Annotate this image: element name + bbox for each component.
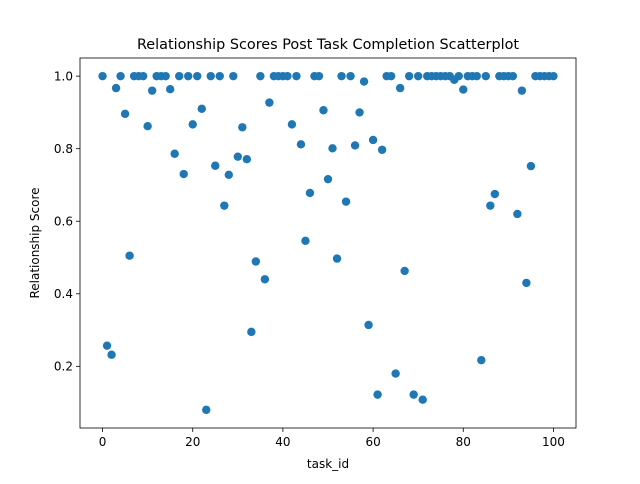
y-tick-label: 0.4 bbox=[54, 287, 73, 301]
data-point bbox=[418, 395, 427, 404]
data-point bbox=[206, 71, 215, 81]
data-point bbox=[373, 390, 382, 399]
data-point bbox=[215, 71, 224, 81]
data-point bbox=[413, 71, 423, 81]
data-point bbox=[138, 71, 148, 81]
data-point bbox=[238, 123, 247, 132]
data-point bbox=[472, 71, 481, 81]
data-point bbox=[147, 86, 157, 95]
data-point bbox=[364, 320, 373, 330]
data-point bbox=[292, 71, 301, 81]
data-point bbox=[332, 254, 342, 263]
data-point bbox=[526, 161, 536, 171]
data-point bbox=[301, 236, 310, 246]
data-point bbox=[211, 161, 220, 170]
y-tick-label: 0.8 bbox=[54, 142, 73, 156]
data-point bbox=[400, 266, 409, 276]
plot-frame bbox=[79, 57, 577, 429]
data-point bbox=[391, 369, 400, 378]
data-point bbox=[508, 71, 518, 81]
data-point bbox=[359, 77, 369, 86]
data-point bbox=[287, 120, 297, 129]
data-point bbox=[102, 341, 112, 350]
data-point bbox=[386, 71, 396, 81]
data-point bbox=[377, 145, 387, 154]
data-point bbox=[256, 71, 265, 81]
data-point bbox=[197, 104, 206, 113]
data-point bbox=[283, 71, 292, 81]
data-point bbox=[179, 169, 188, 179]
x-tick-label: 0 bbox=[99, 435, 107, 449]
data-point bbox=[125, 251, 134, 260]
data-point bbox=[355, 108, 364, 117]
data-point bbox=[517, 86, 527, 95]
data-point bbox=[143, 122, 152, 131]
data-point bbox=[111, 83, 121, 93]
data-point bbox=[314, 71, 324, 81]
data-point bbox=[247, 327, 256, 337]
y-axis-ticks: 0.2 0.4 0.6 0.8 1.0 bbox=[54, 69, 80, 374]
data-point bbox=[368, 135, 378, 145]
x-tick-label: 60 bbox=[365, 435, 380, 449]
data-point bbox=[242, 155, 252, 164]
x-tick-label: 100 bbox=[542, 435, 565, 449]
x-tick-label: 80 bbox=[456, 435, 471, 449]
data-point bbox=[305, 188, 315, 198]
data-point bbox=[229, 71, 238, 81]
x-axis-ticks: 0 20 40 60 80 100 bbox=[99, 428, 565, 449]
data-point bbox=[220, 201, 229, 210]
data-point bbox=[188, 120, 197, 129]
data-point bbox=[233, 152, 243, 161]
data-point bbox=[323, 174, 333, 184]
x-tick-label: 40 bbox=[275, 435, 290, 449]
data-point bbox=[522, 278, 531, 288]
x-axis-label: task_id bbox=[307, 457, 349, 471]
data-point bbox=[116, 71, 125, 81]
data-point bbox=[337, 71, 346, 81]
data-point bbox=[251, 257, 261, 266]
data-point bbox=[454, 71, 463, 81]
data-point bbox=[193, 71, 202, 81]
data-point bbox=[459, 85, 468, 94]
data-point bbox=[549, 71, 558, 81]
data-point bbox=[404, 71, 414, 81]
data-point bbox=[165, 85, 175, 94]
data-point bbox=[328, 144, 337, 153]
data-point bbox=[202, 405, 211, 415]
points-layer bbox=[98, 71, 558, 415]
data-point bbox=[486, 201, 495, 210]
chart-title: Relationship Scores Post Task Completion… bbox=[137, 37, 519, 53]
data-point bbox=[107, 350, 116, 359]
data-point bbox=[477, 355, 486, 365]
y-tick-label: 0.2 bbox=[54, 360, 73, 374]
data-point bbox=[120, 109, 130, 119]
data-point bbox=[513, 209, 522, 219]
data-point bbox=[395, 83, 405, 93]
x-tick-label: 20 bbox=[185, 435, 200, 449]
data-point bbox=[319, 106, 328, 115]
data-point bbox=[260, 275, 270, 284]
data-point bbox=[296, 140, 306, 149]
data-point bbox=[350, 141, 360, 150]
data-point bbox=[265, 98, 274, 107]
data-point bbox=[481, 71, 491, 81]
data-point bbox=[490, 189, 500, 199]
data-point bbox=[224, 170, 233, 179]
y-tick-label: 1.0 bbox=[54, 69, 73, 83]
data-point bbox=[175, 71, 184, 81]
data-point bbox=[161, 71, 170, 81]
data-point bbox=[98, 71, 107, 81]
y-tick-label: 0.6 bbox=[54, 215, 73, 229]
data-point bbox=[341, 197, 351, 206]
y-axis-label: Relationship Score bbox=[28, 187, 42, 298]
data-point bbox=[170, 149, 179, 158]
data-point bbox=[346, 71, 355, 81]
data-point bbox=[184, 71, 193, 81]
data-point bbox=[409, 390, 418, 399]
